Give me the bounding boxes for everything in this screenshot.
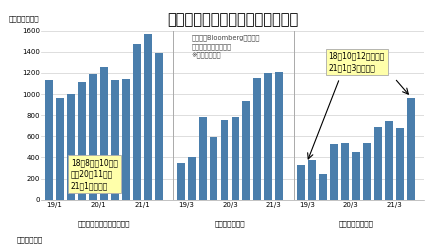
Bar (89, 74, 97, 200)
Bar (198, 117, 206, 200)
Bar (220, 120, 228, 200)
Bar (264, 73, 272, 200)
Bar (406, 98, 414, 200)
Bar (67, 94, 75, 200)
Bar (78, 82, 85, 200)
Bar (155, 53, 162, 200)
Bar (395, 128, 403, 200)
Title: 製造設備大手の中国向け売上推移: 製造設備大手の中国向け売上推移 (167, 12, 298, 27)
Bar (362, 143, 370, 200)
Bar (329, 144, 337, 200)
Text: （各四半期）: （各四半期） (16, 237, 43, 244)
Text: アプライド・マテリアルズ: アプライド・マテリアルズ (77, 221, 130, 227)
Text: 18年8月～10月期
から20年11月～
21年1月期まで: 18年8月～10月期 から20年11月～ 21年1月期まで (71, 158, 118, 190)
Bar (308, 159, 316, 200)
Bar (176, 163, 184, 200)
Bar (122, 79, 129, 200)
Bar (384, 122, 392, 200)
Bar (373, 127, 381, 200)
Bar (275, 72, 283, 200)
Bar (56, 98, 64, 200)
Bar (111, 80, 118, 200)
Bar (231, 117, 239, 200)
Bar (242, 101, 250, 200)
Bar (132, 44, 140, 200)
Bar (253, 78, 261, 200)
Text: 18年10～12月期から
21年1～3月期まで: 18年10～12月期から 21年1～3月期まで (328, 52, 384, 72)
Text: （百万米ドル）: （百万米ドル） (9, 16, 39, 22)
Bar (319, 174, 326, 200)
Text: 東京エレクトロン: 東京エレクトロン (338, 221, 373, 227)
Text: （出所）Bloombergのデータ
をもとに東洋証券作成
※四半期ベース: （出所）Bloombergのデータ をもとに東洋証券作成 ※四半期ベース (191, 35, 260, 58)
Bar (352, 152, 359, 200)
Bar (297, 165, 305, 200)
Bar (45, 80, 53, 200)
Bar (209, 137, 217, 200)
Bar (100, 67, 108, 200)
Bar (340, 143, 349, 200)
Bar (144, 34, 151, 200)
Bar (187, 157, 195, 200)
Text: ラム・リサーチ: ラム・リサーチ (214, 221, 245, 227)
